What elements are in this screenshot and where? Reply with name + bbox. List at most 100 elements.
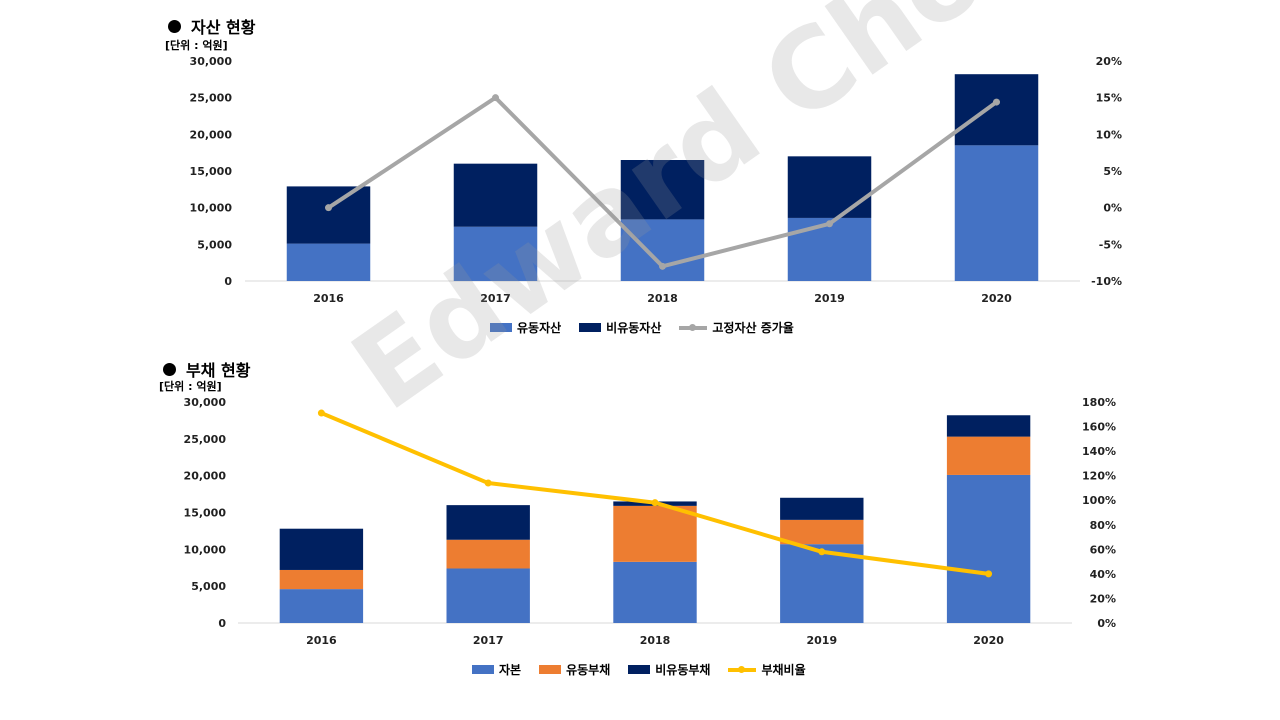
bar-segment: [453, 163, 538, 227]
y-tick-label: 25,000: [184, 433, 227, 446]
bar-segment: [279, 528, 364, 570]
y-tick-label: 30,000: [184, 396, 227, 409]
asset-section-title: 자산 현황: [168, 14, 255, 38]
bar-segment: [946, 474, 1031, 623]
y2-tick-label: 40%: [1090, 568, 1116, 581]
y2-tick-label: 0%: [1097, 617, 1116, 630]
debt-section-title: 부채 현황: [163, 357, 250, 381]
bar-segment: [286, 186, 371, 244]
y-tick-label: 5,000: [191, 580, 226, 593]
line-point: [492, 94, 499, 102]
legend-item: 자본: [472, 661, 521, 678]
legend-swatch: [628, 665, 651, 674]
bar-segment: [620, 160, 705, 220]
y-tick-label: 25,000: [190, 92, 233, 105]
bar-segment: [787, 156, 872, 218]
y2-tick-label: 140%: [1082, 445, 1116, 458]
bar-segment: [946, 415, 1031, 437]
x-tick-label: 2020: [981, 292, 1012, 305]
debt-unit-label: [단위 : 억원]: [159, 380, 222, 393]
line-point: [659, 262, 666, 270]
y2-tick-label: 180%: [1082, 396, 1116, 409]
y2-tick-label: 60%: [1090, 543, 1116, 556]
line-point: [818, 548, 826, 556]
legend-label: 비유동자산: [606, 321, 662, 335]
x-tick-label: 2018: [640, 634, 671, 647]
y-tick-label: 10,000: [184, 543, 227, 556]
bar-segment: [613, 505, 697, 562]
y2-tick-label: 0%: [1103, 202, 1122, 215]
y2-tick-label: 100%: [1082, 494, 1116, 507]
y2-tick-label: -5%: [1099, 238, 1122, 251]
legend-item: 유동부채: [539, 661, 610, 678]
y-tick-label: 20,000: [190, 128, 233, 141]
legend-label: 부채비율: [761, 663, 806, 677]
legend-item: 비유동자산: [579, 319, 661, 336]
x-tick-label: 2019: [814, 292, 845, 305]
legend-item: 유동자산: [490, 319, 561, 336]
line-point: [651, 499, 659, 507]
legend-swatch: [728, 665, 757, 675]
bar-segment: [279, 589, 364, 623]
line-point: [985, 570, 993, 578]
bar-segment: [780, 519, 864, 545]
x-tick-label: 2020: [973, 634, 1004, 647]
legend-swatch: [539, 665, 562, 674]
asset-title-text: 자산 현황: [191, 18, 256, 37]
asset-chart: 0 5,000 10,000 15,000 20,000 25,000 30,000 -10%…: [190, 55, 1122, 305]
legend-label: 고정자산 증가율: [712, 321, 794, 335]
y2-tick-label: 15%: [1096, 92, 1122, 105]
y-tick-label: 5,000: [197, 238, 232, 251]
line-point: [993, 98, 1000, 106]
y2-tick-label: 5%: [1103, 165, 1122, 178]
bar-segment: [954, 74, 1039, 146]
bar-segment: [780, 497, 864, 520]
x-tick-label: 2017: [473, 634, 504, 647]
x-tick-label: 2019: [806, 634, 837, 647]
legend-swatch: [472, 665, 494, 674]
x-tick-label: 2016: [313, 292, 344, 305]
y2-tick-label: 20%: [1090, 592, 1116, 605]
y-tick-label: 0: [224, 275, 232, 288]
y2-tick-label: 80%: [1090, 519, 1116, 532]
legend-item: 고정자산 증가율: [679, 319, 794, 336]
debt-title-text: 부채 현황: [186, 361, 251, 380]
bar-segment: [446, 505, 530, 540]
bar-segment: [620, 219, 705, 281]
legend-swatch: [490, 323, 512, 332]
y-tick-label: 0: [218, 617, 226, 630]
y-tick-label: 20,000: [184, 470, 227, 483]
legend-swatch: [579, 323, 602, 332]
x-tick-label: 2017: [480, 292, 511, 305]
line-point: [484, 479, 492, 487]
bar-segment: [946, 436, 1031, 475]
line-point: [325, 204, 332, 212]
x-tick-label: 2016: [306, 634, 337, 647]
bar-segment: [286, 243, 371, 281]
legend-label: 자본: [499, 663, 522, 677]
debt-chart: 0 5,000 10,000 15,000 20,000 25,000 30,000 0% 20…: [184, 396, 1116, 647]
bar-segment: [453, 226, 538, 281]
y2-tick-label: 160%: [1082, 421, 1116, 434]
y-tick-label: 15,000: [190, 165, 233, 178]
bar-segment: [954, 145, 1039, 281]
line-point: [826, 220, 833, 228]
asset-chart-legend: 유동자산 비유동자산 고정자산 증가율: [490, 319, 794, 336]
y-tick-label: 30,000: [190, 55, 233, 68]
bullet-icon: [163, 362, 176, 376]
bar-segment: [446, 568, 530, 623]
bar-segment: [279, 569, 364, 590]
line-point: [317, 409, 325, 417]
bullet-icon: [168, 19, 181, 33]
y2-tick-label: 10%: [1096, 128, 1122, 141]
x-tick-label: 2018: [647, 292, 678, 305]
bar-segment: [787, 217, 872, 281]
asset-unit-label: [단위 : 억원]: [165, 39, 228, 52]
y2-tick-label: 20%: [1096, 55, 1122, 68]
y-tick-label: 15,000: [184, 507, 227, 520]
y2-tick-label: -10%: [1091, 275, 1122, 288]
legend-item: 부채비율: [728, 661, 806, 678]
legend-label: 유동자산: [517, 321, 562, 335]
bar-segment: [613, 561, 697, 623]
legend-item: 비유동부채: [628, 661, 710, 678]
